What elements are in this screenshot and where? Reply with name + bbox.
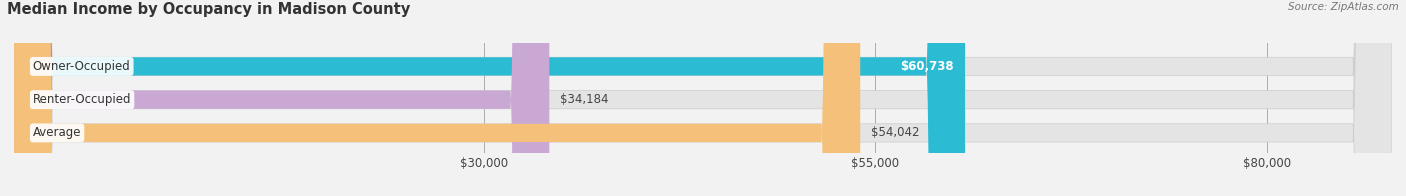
FancyBboxPatch shape bbox=[14, 0, 550, 196]
FancyBboxPatch shape bbox=[14, 0, 1392, 196]
Text: Average: Average bbox=[32, 126, 82, 139]
Text: $34,184: $34,184 bbox=[560, 93, 609, 106]
Text: $60,738: $60,738 bbox=[900, 60, 955, 73]
FancyBboxPatch shape bbox=[14, 0, 1392, 196]
Text: Owner-Occupied: Owner-Occupied bbox=[32, 60, 131, 73]
Text: Renter-Occupied: Renter-Occupied bbox=[32, 93, 131, 106]
FancyBboxPatch shape bbox=[14, 0, 1392, 196]
Text: Median Income by Occupancy in Madison County: Median Income by Occupancy in Madison Co… bbox=[7, 2, 411, 17]
FancyBboxPatch shape bbox=[14, 0, 965, 196]
Text: Source: ZipAtlas.com: Source: ZipAtlas.com bbox=[1288, 2, 1399, 12]
FancyBboxPatch shape bbox=[14, 0, 860, 196]
Text: $54,042: $54,042 bbox=[872, 126, 920, 139]
